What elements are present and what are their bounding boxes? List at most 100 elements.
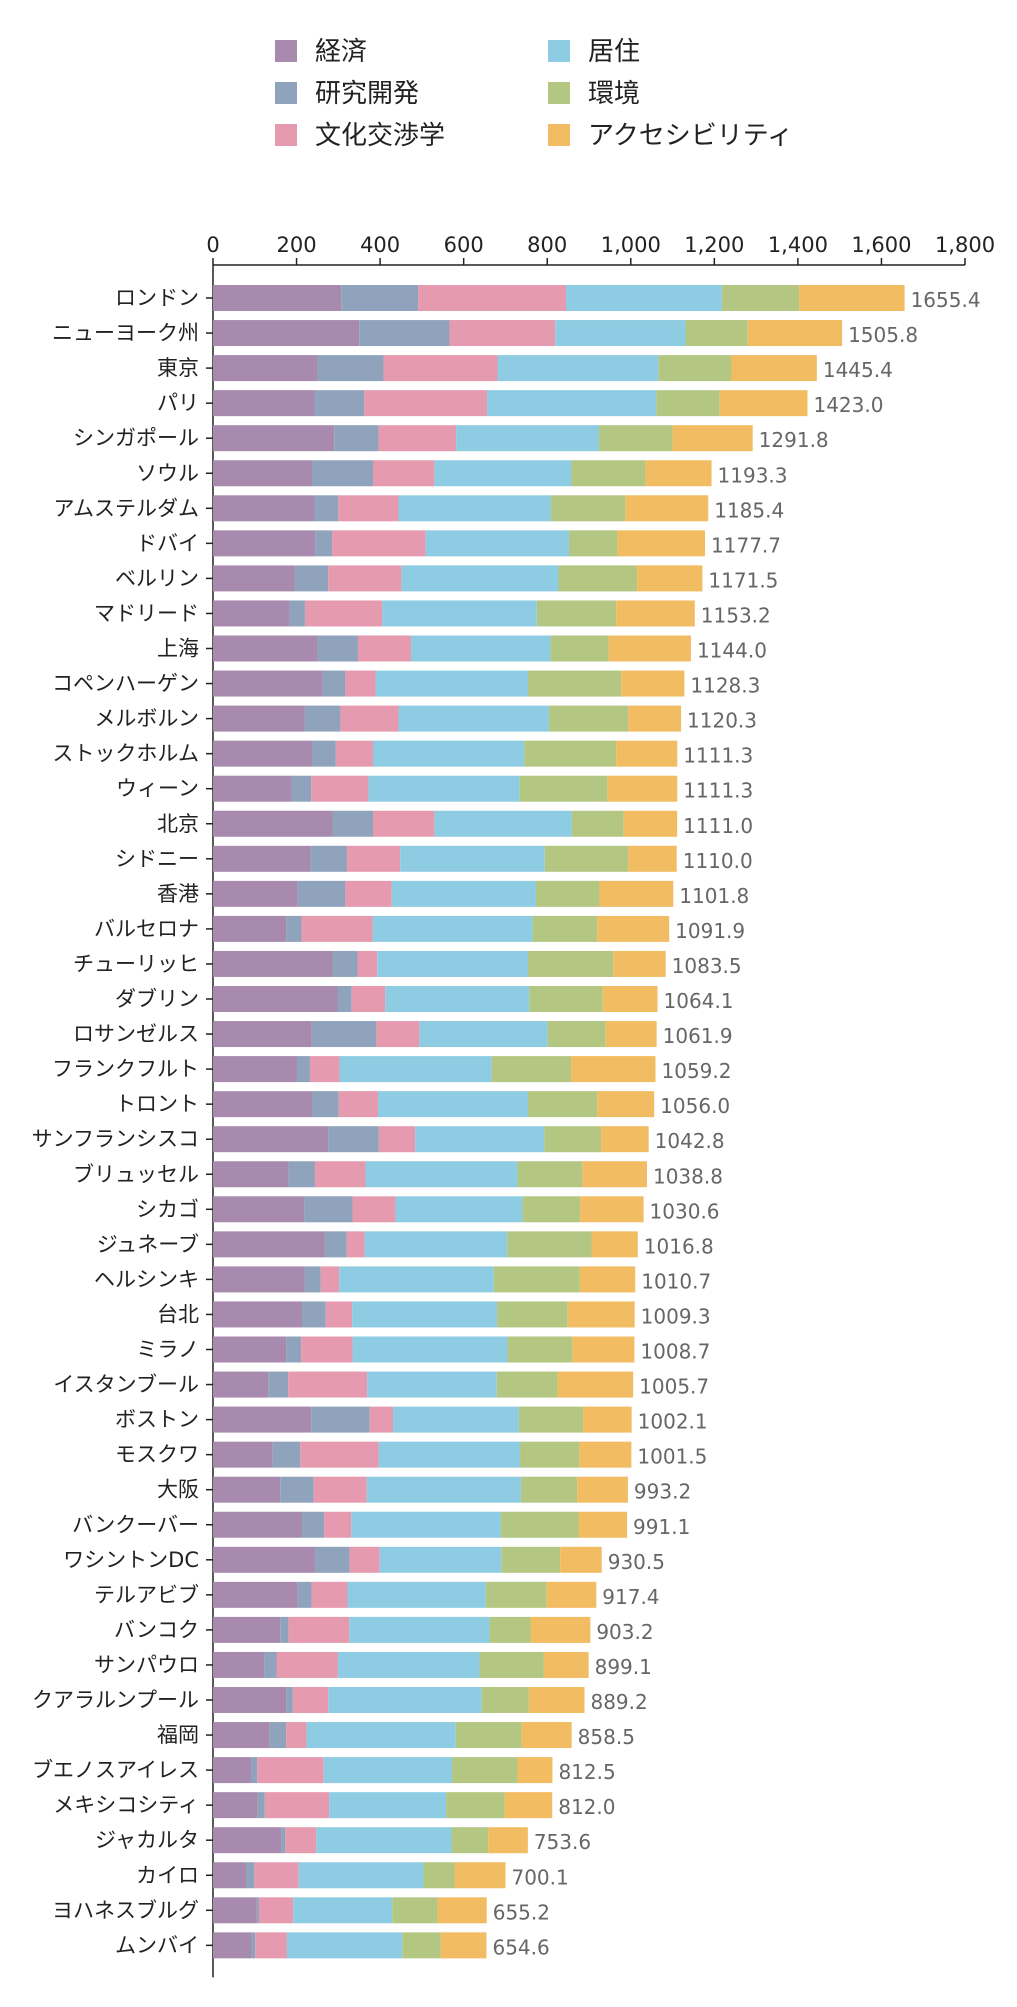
bar-segment xyxy=(546,1581,597,1608)
bar-segment xyxy=(316,1827,452,1854)
bar-segment xyxy=(256,1897,259,1924)
bar-segment xyxy=(288,1161,315,1188)
x-tick-label: 1,600 xyxy=(851,233,911,257)
x-tick-label: 1,800 xyxy=(935,233,995,257)
bar-segment xyxy=(213,1406,312,1433)
bar-segment xyxy=(281,1827,286,1854)
bar-segment xyxy=(213,355,318,382)
bar-segment xyxy=(213,1126,329,1153)
bar-segment xyxy=(391,880,536,907)
category-label: メキシコシティ xyxy=(53,1793,199,1817)
total-label: 1505.8 xyxy=(848,323,918,347)
bar-segment xyxy=(213,1862,247,1889)
bar-segment xyxy=(451,1827,489,1854)
bar-segment xyxy=(328,1687,482,1713)
bar-segment xyxy=(616,740,678,767)
bar-segment xyxy=(213,880,298,907)
category-label: テルアビブ xyxy=(94,1583,199,1607)
bar-segment xyxy=(528,1091,598,1118)
category-label: モスクワ xyxy=(115,1443,199,1467)
bar-segment xyxy=(213,740,313,767)
total-label: 1110.0 xyxy=(683,849,753,873)
bar-segment xyxy=(213,460,313,487)
bar-segment xyxy=(324,1511,352,1538)
legend-item: 居住 xyxy=(548,37,640,67)
total-label: 1171.5 xyxy=(708,568,778,592)
bar-segment xyxy=(345,880,392,907)
total-label: 993.2 xyxy=(634,1480,691,1504)
legend-item: アクセシビリティ xyxy=(548,121,793,151)
bar-segment xyxy=(617,530,706,557)
bar-segment xyxy=(517,1161,583,1188)
total-label: 1005.7 xyxy=(639,1375,709,1399)
bar-segment xyxy=(487,390,657,417)
bar-segment xyxy=(317,355,384,382)
legend-label: アクセシビリティ xyxy=(588,121,793,151)
bar-segment xyxy=(291,775,312,802)
bar-segment xyxy=(577,1476,628,1503)
bar-segment xyxy=(213,1897,257,1924)
bar-segment xyxy=(286,1336,302,1363)
bar-segment xyxy=(454,1862,506,1889)
bar-segment xyxy=(320,1266,340,1293)
bar-segment xyxy=(601,1126,649,1153)
bar-segment xyxy=(213,1792,258,1819)
bar-segment xyxy=(524,740,617,767)
bar-segment xyxy=(398,495,551,522)
category-label: マドリード xyxy=(94,601,199,625)
x-tick-label: 1,000 xyxy=(601,233,661,257)
bar-segment xyxy=(455,1722,522,1749)
category-label: コペンハーゲン xyxy=(52,672,199,696)
bar-segment xyxy=(625,495,709,522)
bar-segment xyxy=(578,1511,628,1538)
bar-segment xyxy=(497,355,659,382)
legend-swatch xyxy=(275,124,297,146)
category-label: クアラルンプール xyxy=(32,1688,199,1712)
bar-segment xyxy=(314,1546,350,1573)
total-label: 1083.5 xyxy=(672,954,742,978)
bar-segment xyxy=(339,1266,494,1293)
bar-segment xyxy=(246,1862,255,1889)
bar-segment xyxy=(213,425,335,452)
bar-segment xyxy=(293,1897,393,1924)
legend-swatch xyxy=(275,40,297,62)
bar-segment xyxy=(257,1792,265,1819)
bar-segment xyxy=(369,1406,394,1433)
bar-segment xyxy=(312,740,336,767)
bar-segment xyxy=(332,530,426,557)
bar-segment xyxy=(357,950,378,977)
bar-segment xyxy=(378,1126,416,1153)
bar-segment xyxy=(479,1651,544,1678)
bar-segment xyxy=(294,565,329,592)
bar-segment xyxy=(328,1126,379,1153)
bar-segment xyxy=(213,1546,315,1573)
category-label: ダブリン xyxy=(115,987,199,1011)
bar-segment xyxy=(213,950,333,977)
bar-segment xyxy=(372,915,533,942)
bar-segment xyxy=(213,1616,281,1643)
category-label: シカゴ xyxy=(136,1197,199,1221)
bar-segment xyxy=(488,1827,528,1854)
bar-segment xyxy=(571,460,646,487)
bar-segment xyxy=(481,1687,529,1713)
bar-segment xyxy=(497,1301,568,1328)
category-label: ボストン xyxy=(115,1408,199,1432)
bar-segment xyxy=(747,320,843,347)
bar-segment xyxy=(286,915,302,942)
bar-segment xyxy=(378,425,457,452)
bar-segment xyxy=(301,1336,353,1363)
bar-segment xyxy=(257,1757,324,1784)
bar-segment xyxy=(496,1371,558,1398)
bar-segment xyxy=(599,425,673,452)
bar-segment xyxy=(375,670,529,697)
legend-swatch xyxy=(275,82,297,104)
category-label: アムステルダム xyxy=(53,496,199,520)
bar-segment xyxy=(672,425,753,452)
bar-segment xyxy=(347,1581,486,1608)
bar-segment xyxy=(292,1687,329,1713)
bar-segment xyxy=(301,915,373,942)
category-label: シドニー xyxy=(115,847,199,871)
bar-segment xyxy=(504,1792,553,1819)
bar-segment xyxy=(373,810,435,837)
category-labels: ロンドンニューヨーク州東京パリシンガポールソウルアムステルダムドバイベルリンマド… xyxy=(32,286,213,1957)
